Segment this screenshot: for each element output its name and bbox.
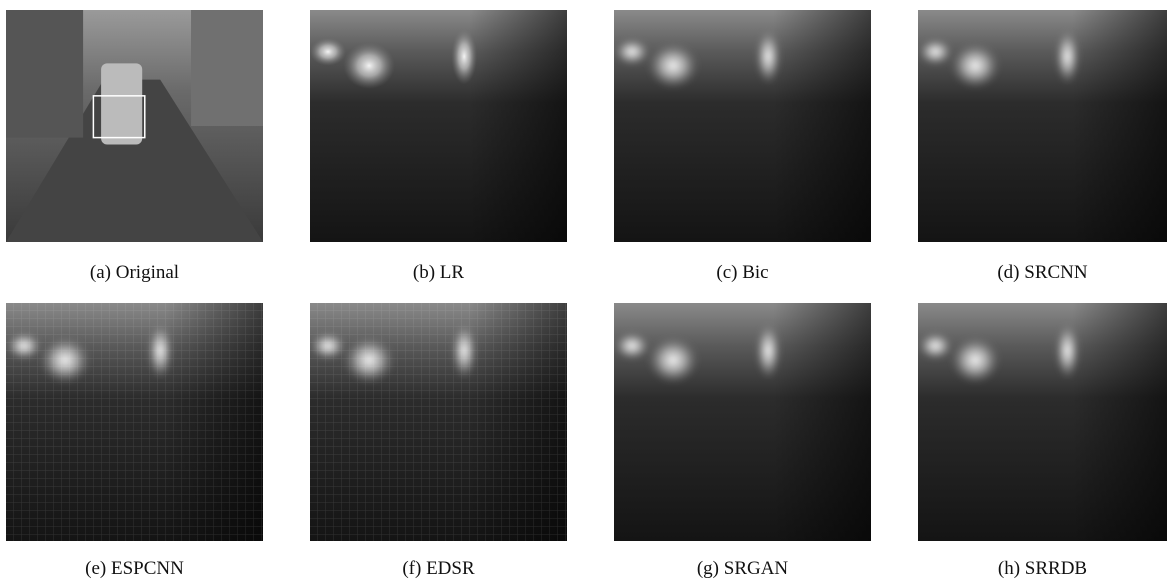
light [918,38,953,66]
panel: (f) EDSR [310,303,567,541]
light [755,29,781,85]
artifact-grid [310,303,567,541]
dark-right [773,303,871,541]
caption: (h) SRRDB [918,558,1167,580]
panel: (g) SRGAN [614,303,871,541]
left-building [6,10,83,138]
light [1055,322,1080,379]
panel: (b) LR [310,10,567,242]
light [343,42,394,88]
dark-right [1072,303,1167,541]
panel-image [918,303,1167,541]
artifact-grid [6,303,263,541]
dark-right [1072,10,1167,242]
light [1055,29,1080,85]
light [451,29,477,85]
figure: (a) Original(b) LR(c) Bic(d) SRCNN(e) ES… [0,0,1170,587]
caption: (e) ESPCNN [6,558,263,580]
panel-image [6,303,263,541]
panel-image [6,10,263,242]
light [755,322,781,379]
caption: (b) LR [310,262,567,284]
light [918,332,953,361]
panel: (a) Original [6,10,263,242]
panel: (c) Bic [614,10,871,242]
panel-image [918,10,1167,242]
light [614,332,650,361]
dark-right [469,10,567,242]
panel-image [310,10,567,242]
caption: (a) Original [6,262,263,284]
light [647,336,698,384]
right-building [191,10,263,126]
panel-image [310,303,567,541]
panel: (d) SRCNN [918,10,1167,242]
light [950,42,1000,88]
panel: (h) SRRDB [918,303,1167,541]
dark-right [773,10,871,242]
caption: (f) EDSR [310,558,567,580]
light [647,42,698,88]
caption: (g) SRGAN [614,558,871,580]
light [950,336,1000,384]
car [101,63,142,144]
light [614,38,650,66]
panel: (e) ESPCNN [6,303,263,541]
panel-image [614,10,871,242]
caption: (c) Bic [614,262,871,284]
caption: (d) SRCNN [918,262,1167,284]
light [310,38,346,66]
panel-image [614,303,871,541]
